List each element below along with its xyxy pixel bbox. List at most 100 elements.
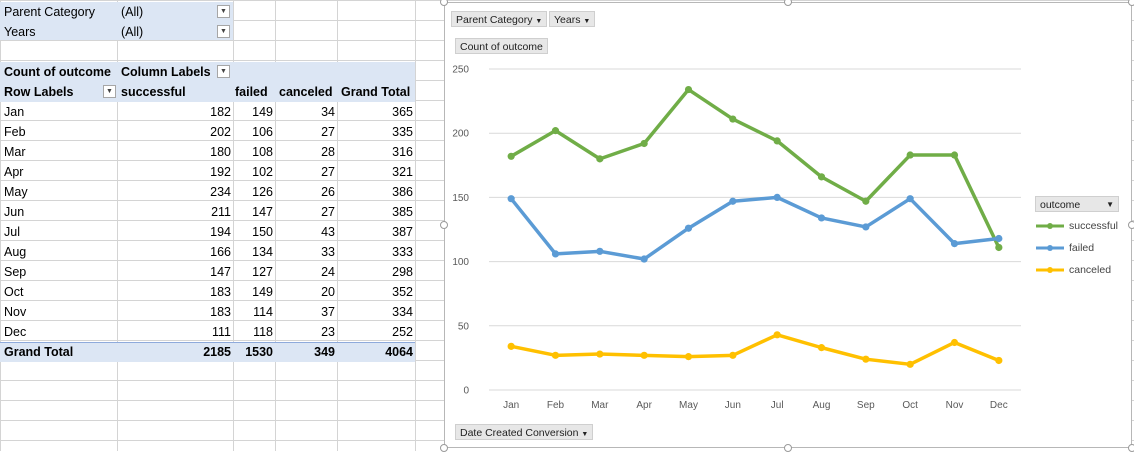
y-tick-label: 150 [452, 193, 469, 204]
data-point-canceled[interactable] [551, 351, 560, 359]
x-tick-label: Oct [902, 400, 918, 411]
col-header-grand-total: Grand Total [341, 85, 411, 99]
cell-failed: 149 [252, 285, 273, 299]
cell-canceled: 26 [321, 185, 335, 199]
data-point-successful[interactable] [950, 151, 959, 159]
x-tick-label: Aug [813, 400, 831, 411]
chart-legend[interactable]: outcome ▼ successful failed canceled [1035, 196, 1123, 281]
legend-items: successful failed canceled [1035, 215, 1123, 281]
cell-failed: 106 [252, 125, 273, 139]
data-point-failed[interactable] [862, 223, 870, 231]
legend-item-failed[interactable]: failed [1035, 237, 1123, 259]
data-point-canceled[interactable] [507, 342, 515, 350]
data-point-failed[interactable] [773, 193, 781, 201]
chevron-down-icon: ▼ [583, 18, 591, 25]
data-point-failed[interactable] [684, 224, 693, 232]
row-label: Mar [4, 145, 26, 159]
cell-canceled: 23 [321, 325, 335, 339]
data-point-failed[interactable] [817, 214, 826, 222]
chart-resize-handle[interactable] [784, 0, 792, 6]
legend-title: outcome [1040, 199, 1081, 211]
data-point-canceled[interactable] [640, 351, 648, 359]
cell-failed: 147 [252, 205, 273, 219]
row-label: Aug [4, 245, 27, 259]
data-point-successful[interactable] [906, 151, 914, 159]
data-point-failed[interactable] [950, 240, 959, 248]
row-label: Dec [4, 325, 27, 339]
chart-resize-handle[interactable] [440, 221, 448, 229]
series-line-failed[interactable] [509, 195, 1001, 261]
col-header-successful: successful [121, 85, 186, 99]
data-point-failed[interactable] [640, 255, 648, 263]
filter-label-parent-category: Parent Category [4, 5, 96, 19]
cell-successful: 166 [210, 245, 231, 259]
cell-grand-total: 252 [392, 325, 413, 339]
data-point-canceled[interactable] [684, 353, 693, 361]
series-line-canceled[interactable] [509, 333, 1001, 367]
data-point-canceled[interactable] [906, 360, 914, 368]
data-point-successful[interactable] [995, 243, 1003, 252]
chart-resize-handle[interactable] [1128, 0, 1134, 6]
data-point-canceled[interactable] [817, 344, 826, 352]
data-point-failed[interactable] [906, 195, 914, 203]
legend-item-successful[interactable]: successful [1035, 215, 1123, 237]
chart-field-button-years[interactable]: Years ▼ [549, 11, 596, 27]
data-point-canceled[interactable] [995, 356, 1003, 365]
legend-item-canceled[interactable]: canceled [1035, 259, 1123, 281]
data-point-successful[interactable] [817, 173, 826, 181]
data-point-failed[interactable] [507, 195, 515, 203]
cell-successful: 234 [210, 185, 231, 199]
data-point-successful[interactable] [596, 155, 604, 163]
filter-label-years: Years [4, 25, 36, 39]
data-point-successful[interactable] [551, 127, 560, 135]
pivot-corner-label: Count of outcome [4, 65, 111, 79]
cell-grand-total: 316 [392, 145, 413, 159]
data-point-successful[interactable] [862, 197, 870, 205]
chart-resize-handle[interactable] [1128, 221, 1134, 229]
series-line-successful[interactable] [509, 87, 1001, 250]
cell-successful: 183 [210, 285, 231, 299]
chart-field-button-parent-category[interactable]: Parent Category ▼ [451, 11, 548, 27]
row-label: Jun [4, 205, 25, 219]
data-point-canceled[interactable] [596, 350, 604, 358]
cell-successful: 182 [210, 105, 231, 119]
legend-label: successful [1069, 220, 1119, 232]
chevron-down-icon: ▼ [106, 88, 113, 95]
chart-resize-handle[interactable] [440, 0, 448, 6]
x-tick-label: May [679, 400, 698, 411]
data-point-successful[interactable] [507, 152, 515, 160]
data-point-failed[interactable] [596, 247, 604, 255]
data-point-canceled[interactable] [950, 338, 959, 347]
pivot-chart[interactable]: Parent Category ▼ Years ▼ Count of outco… [444, 2, 1132, 448]
data-point-successful[interactable] [729, 115, 737, 123]
chart-value-field-button[interactable]: Count of outcome [455, 38, 548, 54]
cell-canceled: 28 [321, 145, 335, 159]
data-point-failed[interactable] [729, 197, 737, 205]
row-label: Nov [4, 305, 27, 319]
data-point-successful[interactable] [684, 85, 693, 94]
cell-successful: 180 [210, 145, 231, 159]
data-point-successful[interactable] [773, 137, 781, 145]
x-tick-label: Jul [771, 400, 784, 411]
cell-failed: 118 [253, 325, 273, 339]
filter-value-years: (All) [121, 25, 144, 39]
filter-dropdown-years[interactable]: ▼ [217, 25, 230, 38]
cell-successful: 194 [210, 225, 231, 239]
column-labels-filter-button[interactable]: ▼ [217, 65, 230, 78]
data-point-canceled[interactable] [862, 355, 870, 363]
filter-dropdown-parent-category[interactable]: ▼ [217, 5, 230, 18]
legend-field-button[interactable]: outcome ▼ [1035, 196, 1119, 212]
data-point-failed[interactable] [995, 234, 1003, 243]
data-point-canceled[interactable] [773, 331, 781, 339]
row-labels-dropdown-button[interactable]: ▼ [103, 85, 116, 98]
legend-swatch [1036, 223, 1064, 229]
grand-total-failed: 1530 [245, 345, 273, 359]
data-point-canceled[interactable] [729, 351, 737, 359]
cell-failed: 126 [252, 185, 273, 199]
y-tick-label: 200 [452, 129, 469, 140]
cell-successful: 192 [210, 165, 231, 179]
grand-total-successful: 2185 [203, 345, 231, 359]
data-point-successful[interactable] [640, 139, 648, 148]
chart-axis-field-button[interactable]: Date Created Conversion ▼ [455, 424, 594, 440]
data-point-failed[interactable] [551, 250, 560, 258]
